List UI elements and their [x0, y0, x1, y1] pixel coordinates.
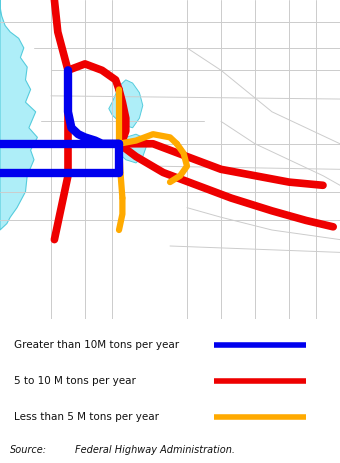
Text: Source:: Source: [10, 445, 47, 455]
Polygon shape [109, 80, 143, 128]
Text: 5 to 10 M tons per year: 5 to 10 M tons per year [14, 376, 135, 386]
Polygon shape [116, 134, 146, 163]
Polygon shape [0, 0, 37, 230]
Text: Less than 5 M tons per year: Less than 5 M tons per year [14, 412, 158, 422]
Text: Greater than 10M tons per year: Greater than 10M tons per year [14, 340, 179, 350]
Text: Federal Highway Administration.: Federal Highway Administration. [75, 445, 235, 455]
